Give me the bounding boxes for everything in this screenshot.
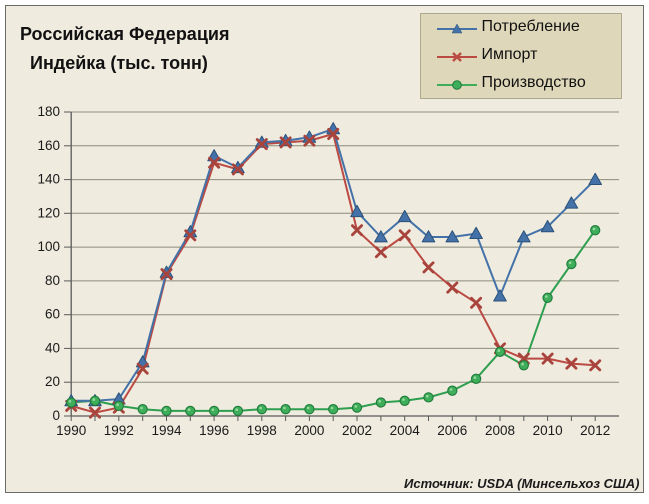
svg-text:1990: 1990 (56, 423, 86, 438)
svg-text:120: 120 (37, 205, 60, 220)
svg-text:2008: 2008 (485, 423, 515, 438)
svg-text:1998: 1998 (247, 423, 277, 438)
svg-text:40: 40 (45, 340, 60, 355)
svg-text:2000: 2000 (294, 423, 324, 438)
svg-text:100: 100 (37, 239, 60, 254)
svg-text:2012: 2012 (580, 423, 610, 438)
svg-text:180: 180 (37, 104, 60, 119)
svg-text:80: 80 (45, 273, 60, 288)
svg-text:1996: 1996 (199, 423, 229, 438)
svg-text:20: 20 (45, 374, 60, 389)
svg-text:1994: 1994 (151, 423, 182, 438)
svg-text:1992: 1992 (104, 423, 134, 438)
svg-text:2002: 2002 (342, 423, 372, 438)
svg-text:2010: 2010 (533, 423, 563, 438)
svg-text:2006: 2006 (437, 423, 467, 438)
svg-text:140: 140 (37, 172, 60, 187)
svg-text:160: 160 (37, 138, 60, 153)
svg-text:60: 60 (45, 307, 60, 322)
svg-text:0: 0 (52, 408, 60, 423)
svg-text:2004: 2004 (390, 423, 421, 438)
